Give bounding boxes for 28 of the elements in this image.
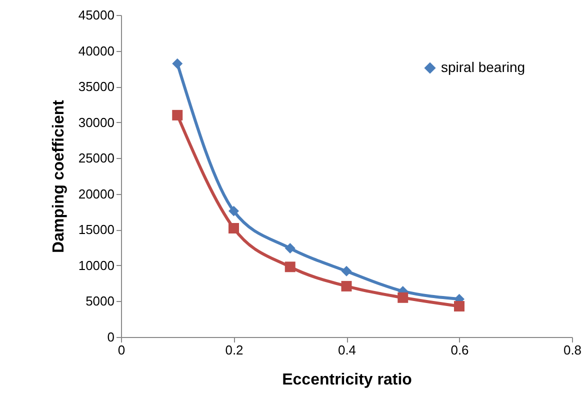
x-tick-label: 0.8 [563,342,582,358]
y-tick-label: 40000 [78,43,114,58]
x-tick-label: 0 [118,342,126,358]
x-axis-title: Eccentricity ratio [282,372,412,388]
point [398,292,408,303]
x-tick-label: 0.4 [338,342,356,358]
y-tick-label: 35000 [78,79,114,94]
point [172,110,183,120]
y-tick-label: 0 [107,330,114,344]
point [172,58,183,69]
point [284,243,296,254]
y-tick-label: 20000 [78,186,114,202]
y-axis-title: Damping coefficient [50,99,68,253]
legend-label: spiral bearing [441,59,526,75]
point [284,262,296,272]
y-tick-label: 30000 [78,114,114,130]
point [454,300,464,312]
point [228,222,239,234]
point [341,266,352,276]
y-tick-label: 25000 [78,150,114,166]
x-tick-label: 0.2 [225,342,244,358]
y-tick-label: 45000 [78,8,114,22]
y-tick-label: 5000 [86,294,114,309]
y-tick-label: 10000 [78,258,114,273]
point [228,206,239,216]
x-tick-label: 0.6 [450,342,469,358]
point [341,280,352,292]
y-tick-label: 15000 [78,222,114,238]
